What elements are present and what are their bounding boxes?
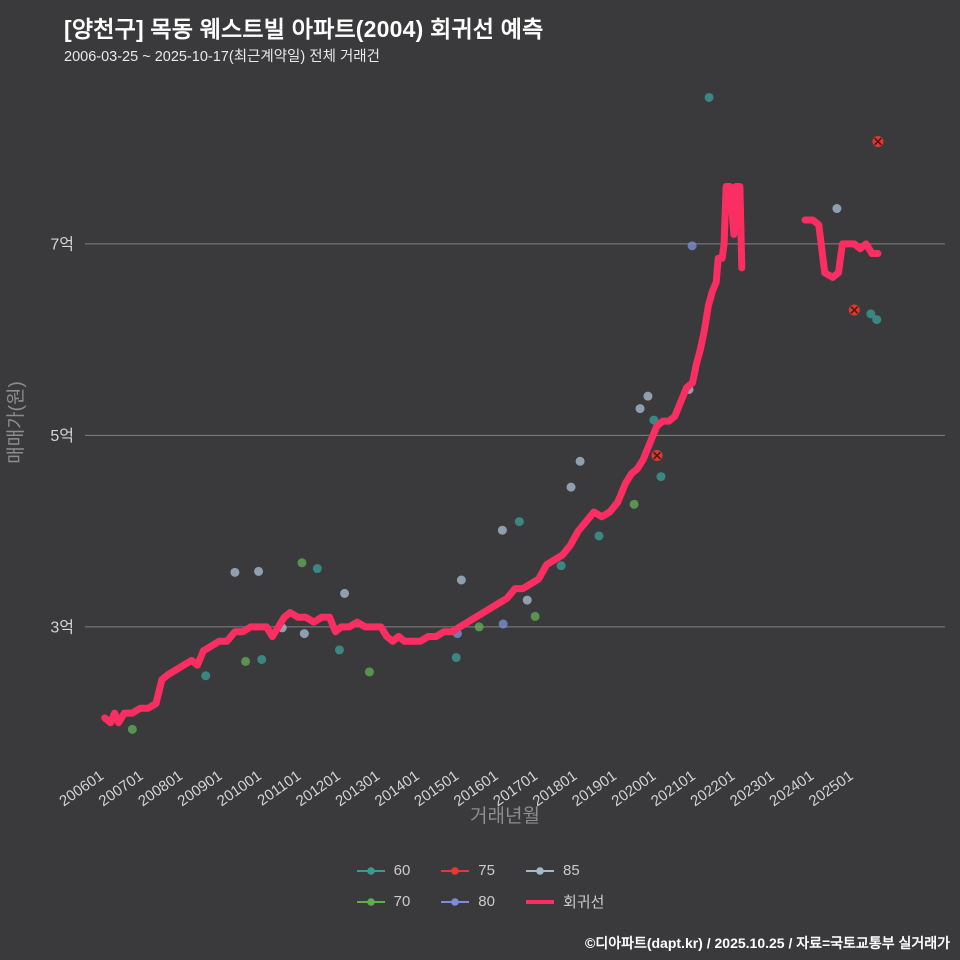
scatter-point-60[interactable] <box>334 645 344 655</box>
scatter-point-60[interactable] <box>872 315 882 325</box>
scatter-point-75[interactable] <box>872 135 884 147</box>
legend-marker-icon <box>441 897 470 906</box>
legend-marker-icon <box>441 866 470 875</box>
scatter-point-85[interactable] <box>635 404 645 414</box>
y-tick-label: 3억 <box>50 618 74 636</box>
chart-subtitle: 2006-03-25 ~ 2025-10-17(최근계약일) 전체 거래건 <box>64 49 380 65</box>
x-tick-label: 201701 <box>490 767 541 810</box>
legend-marker-icon <box>525 866 554 875</box>
x-tick-label: 201801 <box>530 767 581 810</box>
x-tick-label: 201201 <box>293 767 344 810</box>
legend-marker-icon <box>356 897 385 906</box>
scatter-point-85[interactable] <box>456 575 466 585</box>
scatter-point-60[interactable] <box>201 671 211 681</box>
x-tick-label: 201301 <box>332 767 383 810</box>
x-mark <box>873 137 882 146</box>
legend-marker-icon <box>525 899 554 904</box>
scatter-point-60[interactable] <box>594 531 604 541</box>
legend-item-70[interactable]: 70 <box>356 893 411 910</box>
legend-item-회귀선[interactable]: 회귀선 <box>525 891 604 912</box>
scatter-point-70[interactable] <box>127 724 137 734</box>
scatter-point-85[interactable] <box>832 204 842 214</box>
x-mark <box>850 306 859 314</box>
scatter-point-85[interactable] <box>643 391 653 401</box>
legend-label: 60 <box>393 862 411 879</box>
scatter-point-70[interactable] <box>474 622 484 632</box>
regression-line[interactable] <box>801 216 882 281</box>
scatter-point-70[interactable] <box>297 558 307 568</box>
x-tick-label: 202301 <box>727 767 778 810</box>
legend-item-85[interactable]: 85 <box>525 862 580 879</box>
x-tick-label: 201001 <box>214 767 265 810</box>
legend-marker-icon <box>356 866 385 875</box>
y-tick-label: 7억 <box>50 235 74 253</box>
x-tick-label: 200901 <box>175 767 226 810</box>
scatter-point-85[interactable] <box>340 588 350 598</box>
scatter-point-85[interactable] <box>522 595 532 605</box>
regression-line[interactable] <box>101 183 746 727</box>
scatter-point-75[interactable] <box>651 450 663 462</box>
scatter-point-60[interactable] <box>704 92 714 102</box>
scatter-point-85[interactable] <box>566 482 576 492</box>
scatter-point-60[interactable] <box>656 472 666 482</box>
x-tick-label: 202201 <box>687 767 738 810</box>
legend-item-60[interactable]: 60 <box>356 862 411 879</box>
x-tick-label: 201501 <box>411 767 462 810</box>
x-tick-label: 200601 <box>56 767 107 810</box>
x-tick-label: 202101 <box>648 767 699 810</box>
scatter-point-80[interactable] <box>687 241 697 251</box>
chart-canvas: 3억5억7억2006012007012008012009012010012011… <box>5 92 945 827</box>
scatter-point-75[interactable] <box>848 304 860 316</box>
y-axis-title: 매매가(원) <box>5 381 27 464</box>
x-tick-label: 200801 <box>135 767 186 810</box>
legend-item-80[interactable]: 80 <box>440 893 495 910</box>
y-tick-label: 5억 <box>50 427 74 445</box>
x-tick-label: 202501 <box>806 767 857 810</box>
x-mark <box>653 451 661 460</box>
legend-label: 80 <box>478 893 495 910</box>
legend-item-75[interactable]: 75 <box>440 862 495 879</box>
scatter-point-85[interactable] <box>230 567 240 577</box>
scatter-point-60[interactable] <box>514 517 524 527</box>
chart-title: [양천구] 목동 웨스트빌 아파트(2004) 회귀선 예측 <box>64 16 544 42</box>
scatter-point-80[interactable] <box>498 619 508 629</box>
scatter-point-70[interactable] <box>530 611 540 621</box>
legend-label: 회귀선 <box>562 894 605 911</box>
scatter-point-70[interactable] <box>629 499 639 509</box>
scatter-point-85[interactable] <box>575 456 585 466</box>
scatter-point-85[interactable] <box>299 629 309 639</box>
legend-grid: 60 75 85 70 80 회귀선 <box>356 862 604 912</box>
footer-credit: ©디아파트(dapt.kr) / 2025.10.25 / 자료=국토교통부 실… <box>585 935 950 951</box>
x-tick-label: 201401 <box>372 767 423 810</box>
scatter-point-85[interactable] <box>497 525 507 535</box>
scatter-point-60[interactable] <box>312 564 322 574</box>
legend: 60 75 85 70 80 회귀선 <box>0 862 960 912</box>
x-tick-label: 200701 <box>96 767 147 810</box>
scatter-point-60[interactable] <box>257 654 267 664</box>
x-tick-label: 201601 <box>451 767 502 810</box>
scatter-point-70[interactable] <box>241 656 251 666</box>
x-axis-title: 거래년월 <box>470 805 540 827</box>
scatter-point-60[interactable] <box>556 561 566 571</box>
scatter-point-85[interactable] <box>254 566 264 576</box>
x-tick-label: 201901 <box>569 767 620 810</box>
scatter-point-70[interactable] <box>364 667 374 677</box>
legend-label: 70 <box>393 893 411 910</box>
x-tick-label: 202001 <box>609 767 660 810</box>
legend-label: 85 <box>562 862 580 879</box>
scatter-point-60[interactable] <box>866 309 876 319</box>
x-tick-label: 202401 <box>766 767 817 810</box>
legend-label: 75 <box>478 862 495 879</box>
scatter-point-60[interactable] <box>451 653 461 663</box>
